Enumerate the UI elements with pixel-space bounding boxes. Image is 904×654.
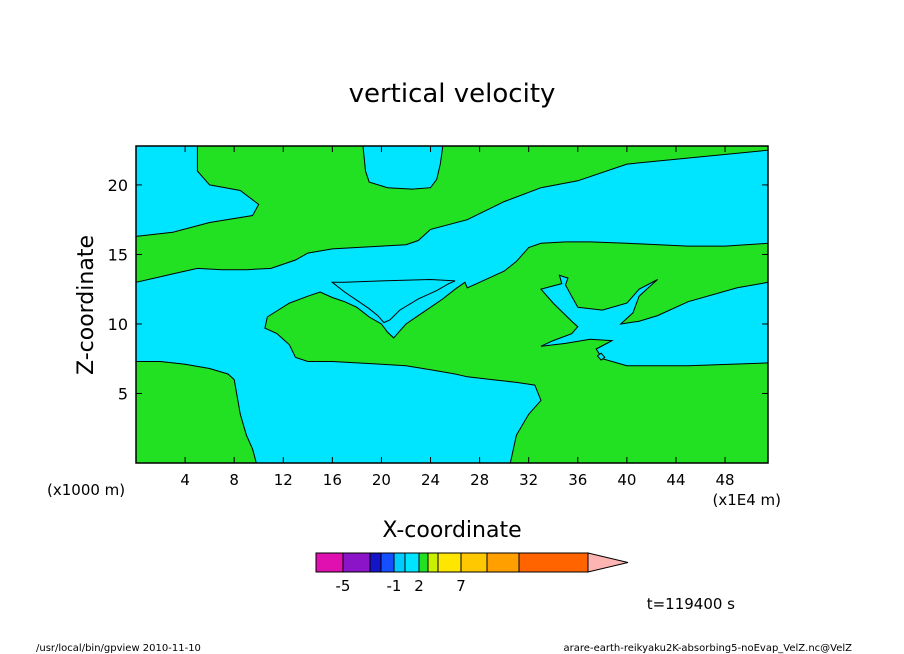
contour-region-upper-updraft: [135, 145, 769, 283]
colorbar-label: 7: [456, 577, 466, 595]
plot-frame: [135, 145, 769, 464]
colorbar-swatch: [315, 552, 344, 573]
time-label: t=119400 s: [647, 595, 735, 613]
x-tick-label: 16: [323, 471, 342, 489]
colorbar-label: 2: [414, 577, 424, 595]
colorbar-swatch: [486, 552, 520, 573]
x-axis-label: X-coordinate: [382, 518, 521, 543]
colorbar-swatch: [418, 552, 429, 573]
colorbar-swatch: [404, 552, 420, 573]
y-axis-label: Z-coordinate: [74, 235, 99, 375]
footer-right: arare-earth-reikyaku2K-absorbing5-noEvap…: [564, 643, 853, 654]
contour-region-triangle-downdraft: [330, 278, 456, 324]
x-tick-label: 24: [421, 471, 440, 489]
x-tick-label: 28: [470, 471, 489, 489]
y-tick-label: 20: [108, 176, 128, 195]
x-tick-label: 4: [180, 471, 190, 489]
x-tick-label: 48: [716, 471, 735, 489]
colorbar-label: -1: [387, 577, 402, 595]
x-unit-right: (x1E4 m): [712, 491, 781, 509]
colorbar-label: -5: [336, 577, 351, 595]
x-tick-label: 32: [519, 471, 538, 489]
colorbar: -5 -1 2 7: [315, 552, 629, 595]
colorbar-swatch: [342, 552, 371, 573]
x-tick-label: 36: [568, 471, 587, 489]
contour-region-small-cell: [596, 352, 606, 361]
x-unit-left: (x1000 m): [47, 481, 125, 499]
y-tick-label: 5: [118, 384, 128, 403]
y-tick-label: 10: [108, 315, 128, 334]
colorbar-swatch: [393, 552, 406, 573]
x-tick-label: 8: [229, 471, 239, 489]
colorbar-arrow: [587, 552, 629, 573]
x-tick-label: 12: [274, 471, 293, 489]
x-tick-label: 20: [372, 471, 391, 489]
contour-regions: [135, 145, 769, 464]
colorbar-swatch: [380, 552, 395, 573]
colorbar-swatch: [369, 552, 382, 573]
colorbar-swatch: [518, 552, 589, 573]
colorbar-swatch: [427, 552, 439, 573]
chart-title: vertical velocity: [349, 79, 556, 109]
colorbar-swatch: [437, 552, 462, 573]
footer-left: /usr/local/bin/gpview 2010-11-10: [36, 643, 201, 654]
x-tick-label: 40: [617, 471, 636, 489]
x-tick-label: 44: [666, 471, 685, 489]
contour-region-top-downdraft: [362, 145, 444, 190]
colorbar-swatch: [460, 552, 488, 573]
contour-region-bottom-left-updraft: [135, 361, 257, 464]
y-tick-label: 15: [108, 245, 128, 264]
contour-region-bottom-right-updraft: [264, 241, 769, 464]
